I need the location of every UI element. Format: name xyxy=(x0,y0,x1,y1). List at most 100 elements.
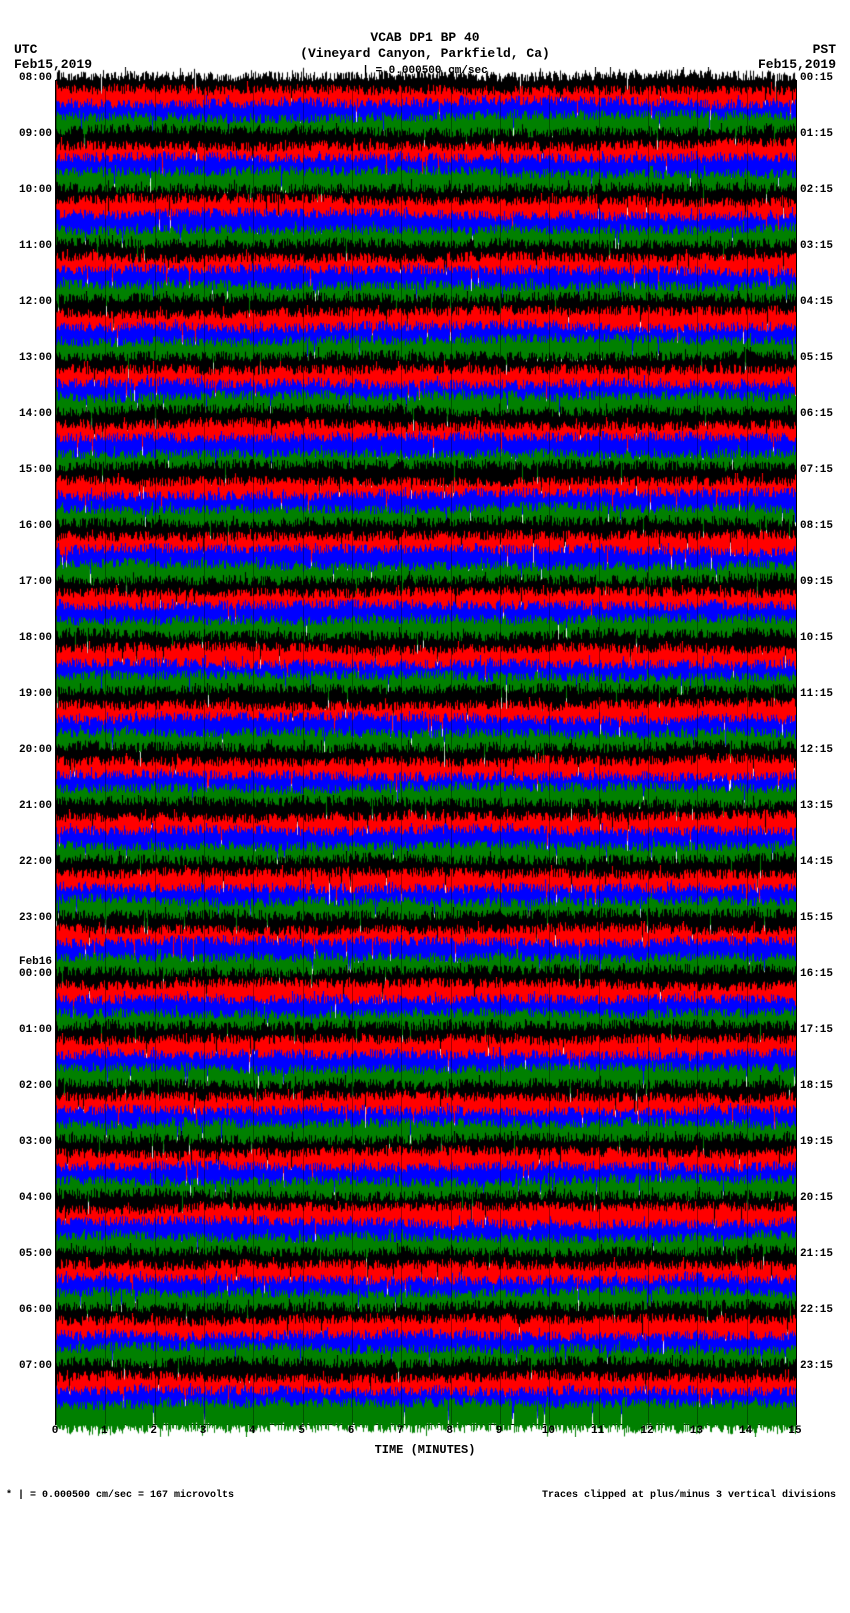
x-axis-label: TIME (MINUTES) xyxy=(55,1443,795,1457)
trace-row: 21:0013:15 xyxy=(56,808,796,822)
scale-note: | = 0.000500 cm/sec xyxy=(0,65,850,78)
utc-hour-label: 12:00 xyxy=(6,296,52,308)
trace-row xyxy=(56,458,796,472)
trace-row xyxy=(56,626,796,640)
trace-row xyxy=(56,1298,796,1312)
trace-row xyxy=(56,486,796,500)
x-axis: TIME (MINUTES) 0123456789101112131415 xyxy=(55,1425,795,1475)
trace-row xyxy=(56,1060,796,1074)
trace-row xyxy=(56,150,796,164)
trace-row xyxy=(56,1074,796,1088)
pst-hour-label: 09:15 xyxy=(800,576,846,588)
trace-row xyxy=(56,766,796,780)
trace-row xyxy=(56,346,796,360)
trace-row xyxy=(56,164,796,178)
trace-row xyxy=(56,612,796,626)
pst-hour-label: 20:15 xyxy=(800,1192,846,1204)
trace-row xyxy=(56,1004,796,1018)
gridline xyxy=(747,80,748,1424)
trace-row xyxy=(56,1158,796,1172)
trace-row: 18:0010:15 xyxy=(56,640,796,654)
trace-row xyxy=(56,178,796,192)
trace-row xyxy=(56,1172,796,1186)
x-tick: 4 xyxy=(249,1425,256,1437)
station-subtitle: (Vineyard Canyon, Parkfield, Ca) xyxy=(0,46,850,62)
trace-row xyxy=(56,892,796,906)
gridline xyxy=(599,80,600,1424)
utc-hour-label: 11:00 xyxy=(6,240,52,252)
trace-row xyxy=(56,948,796,962)
pst-hour-label: 04:15 xyxy=(800,296,846,308)
x-tick: 9 xyxy=(496,1425,503,1437)
trace-row: 05:0021:15 xyxy=(56,1256,796,1270)
gridline xyxy=(500,80,501,1424)
trace-row: 12:0004:15 xyxy=(56,304,796,318)
gridline xyxy=(648,80,649,1424)
trace-row xyxy=(56,962,796,976)
trace-row xyxy=(56,276,796,290)
trace-row xyxy=(56,332,796,346)
trace-row xyxy=(56,654,796,668)
trace-row xyxy=(56,556,796,570)
trace-row xyxy=(56,206,796,220)
trace-row xyxy=(56,122,796,136)
trace-row xyxy=(56,934,796,948)
trace-row xyxy=(56,1410,796,1424)
trace-row xyxy=(56,1214,796,1228)
trace-row: 13:0005:15 xyxy=(56,360,796,374)
pst-hour-label: 23:15 xyxy=(800,1360,846,1372)
pst-hour-label: 06:15 xyxy=(800,408,846,420)
trace-row: 11:0003:15 xyxy=(56,248,796,262)
pst-hour-label: 07:15 xyxy=(800,464,846,476)
trace-row xyxy=(56,794,796,808)
utc-tz-label: UTC xyxy=(14,42,92,57)
x-tick: 15 xyxy=(788,1425,801,1437)
trace-row xyxy=(56,1228,796,1242)
trace-row xyxy=(56,1018,796,1032)
trace-row xyxy=(56,318,796,332)
x-tick: 8 xyxy=(446,1425,453,1437)
pst-date: Feb15,2019 xyxy=(758,57,836,72)
trace-row xyxy=(56,1396,796,1410)
trace-row xyxy=(56,290,796,304)
pst-header: PST Feb15,2019 xyxy=(758,42,836,72)
utc-hour-label: 19:00 xyxy=(6,688,52,700)
trace-row xyxy=(56,570,796,584)
trace-row: 23:0015:15 xyxy=(56,920,796,934)
trace-row xyxy=(56,234,796,248)
utc-hour-label: 14:00 xyxy=(6,408,52,420)
pst-hour-label: 11:15 xyxy=(800,688,846,700)
pst-hour-label: 14:15 xyxy=(800,856,846,868)
utc-hour-label: 03:00 xyxy=(6,1136,52,1148)
utc-hour-label: 23:00 xyxy=(6,912,52,924)
utc-hour-label: 05:00 xyxy=(6,1248,52,1260)
utc-hour-label: 07:00 xyxy=(6,1360,52,1372)
trace-row: 10:0002:15 xyxy=(56,192,796,206)
trace-row xyxy=(56,1326,796,1340)
trace-row xyxy=(56,668,796,682)
pst-hour-label: 00:15 xyxy=(800,72,846,84)
utc-hour-label: 00:00 xyxy=(6,968,52,980)
title-block: VCAB DP1 BP 40 (Vineyard Canyon, Parkfie… xyxy=(0,0,850,78)
x-tick: 6 xyxy=(348,1425,355,1437)
trace-row xyxy=(56,374,796,388)
header: UTC Feb15,2019 VCAB DP1 BP 40 (Vineyard … xyxy=(0,0,850,80)
trace-row xyxy=(56,878,796,892)
pst-hour-label: 08:15 xyxy=(800,520,846,532)
trace-row xyxy=(56,1382,796,1396)
trace-row xyxy=(56,710,796,724)
utc-hour-label: 17:00 xyxy=(6,576,52,588)
trace-row: 14:0006:15 xyxy=(56,416,796,430)
utc-midnight-date: Feb16 xyxy=(6,956,52,968)
pst-hour-label: 22:15 xyxy=(800,1304,846,1316)
pst-hour-label: 01:15 xyxy=(800,128,846,140)
utc-hour-label: 22:00 xyxy=(6,856,52,868)
utc-hour-label: 20:00 xyxy=(6,744,52,756)
trace-row xyxy=(56,1242,796,1256)
trace-row xyxy=(56,94,796,108)
pst-hour-label: 05:15 xyxy=(800,352,846,364)
x-tick: 2 xyxy=(150,1425,157,1437)
trace-row xyxy=(56,220,796,234)
pst-hour-label: 12:15 xyxy=(800,744,846,756)
trace-row xyxy=(56,1284,796,1298)
